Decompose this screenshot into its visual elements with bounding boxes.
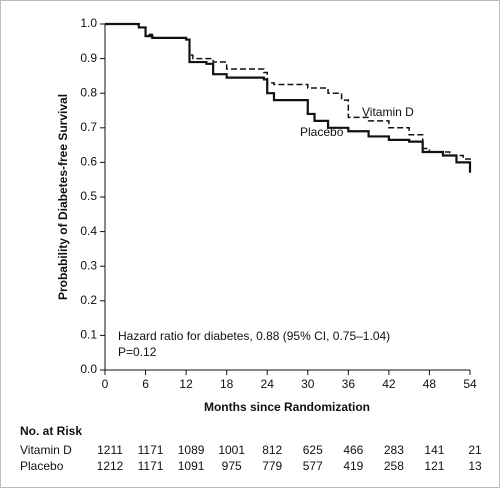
risk-count: 141 (424, 443, 444, 457)
y-tick-label: 0.1 (80, 328, 97, 342)
y-axis-title: Probability of Diabetes-free Survival (56, 94, 70, 300)
risk-count: 1091 (178, 459, 205, 473)
risk-count: 258 (384, 459, 404, 473)
risk-row-name: Placebo (20, 459, 64, 473)
x-tick-label: 6 (142, 377, 149, 391)
risk-count: 1001 (218, 443, 245, 457)
risk-count: 1212 (97, 459, 124, 473)
x-tick-label: 0 (102, 377, 109, 391)
risk-count: 812 (262, 443, 282, 457)
survival-curve (105, 23, 471, 163)
y-tick-label: 0.3 (80, 258, 97, 272)
x-tick-label: 12 (179, 377, 193, 391)
y-tick-label: 0.7 (80, 120, 97, 134)
y-tick-label: 0.4 (80, 224, 97, 238)
x-tick-label: 36 (342, 377, 356, 391)
x-axis-title: Months since Randomization (204, 400, 370, 414)
risk-count: 975 (222, 459, 242, 473)
series-label: Placebo (300, 125, 344, 139)
risk-count: 13 (468, 459, 482, 473)
y-tick-label: 0.9 (80, 51, 97, 65)
annotation: Hazard ratio for diabetes, 0.88 (95% CI,… (118, 329, 390, 343)
risk-count: 466 (343, 443, 363, 457)
x-tick-label: 42 (382, 377, 396, 391)
survival-curve (105, 22, 472, 173)
risk-table-title: No. at Risk (20, 424, 82, 438)
x-tick-label: 18 (220, 377, 234, 391)
y-tick-label: 1.0 (80, 16, 97, 30)
x-tick-label: 24 (261, 377, 275, 391)
y-tick-label: 0.6 (80, 155, 97, 169)
risk-count: 419 (343, 459, 363, 473)
risk-count: 1171 (138, 459, 164, 473)
y-tick-label: 0.2 (80, 293, 97, 307)
risk-count: 121 (424, 459, 444, 473)
risk-count: 1089 (178, 443, 205, 457)
risk-count: 779 (262, 459, 282, 473)
y-tick-label: 0.8 (80, 85, 97, 99)
annotation: P=0.12 (118, 345, 157, 359)
risk-row-name: Vitamin D (20, 443, 72, 457)
y-tick-label: 0.5 (80, 189, 97, 203)
risk-count: 1171 (138, 443, 164, 457)
risk-count: 1211 (97, 443, 123, 457)
series-label: Vitamin D (362, 105, 414, 119)
risk-count: 577 (303, 459, 323, 473)
x-tick-label: 48 (423, 377, 437, 391)
x-tick-label: 30 (301, 377, 315, 391)
risk-count: 625 (303, 443, 323, 457)
risk-count: 21 (468, 443, 482, 457)
y-tick-label: 0.0 (80, 362, 97, 376)
risk-count: 283 (384, 443, 404, 457)
x-tick-label: 54 (463, 377, 477, 391)
